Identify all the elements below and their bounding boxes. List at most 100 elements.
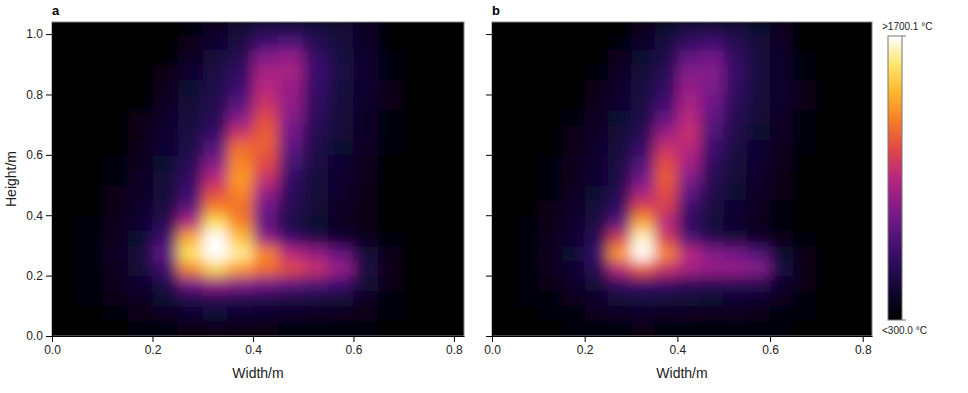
tick-mark [492,336,493,342]
heat-cell [631,291,655,307]
heat-cell [328,155,354,171]
heat-cell [353,125,379,141]
heat-cell [677,94,701,110]
heat-cell [379,22,405,35]
heat-cell [328,291,354,307]
heat-cell [353,215,379,231]
y-axis [486,23,493,337]
heat-cell [816,306,840,322]
heat-cell [701,34,725,50]
heat-cell [353,34,379,50]
tick: 0.6 [762,336,779,357]
heat-cell [77,230,103,246]
heat-cell [492,306,516,322]
heat-cell [701,140,725,156]
heat-cell [278,79,304,95]
heat-cell [353,64,379,80]
heat-cell [562,110,586,126]
heat-cell [228,64,254,80]
heat-cell [404,22,430,35]
heat-cell [228,261,254,277]
heat-cell [429,185,455,201]
heat-cell [863,215,872,231]
heat-cell [253,94,279,110]
heat-cell [52,276,78,292]
heat-cell [52,94,78,110]
heat-cell [562,306,586,322]
heat-cell [102,49,128,65]
heat-cell [253,79,279,95]
heat-cell [429,125,455,141]
heat-cell [816,79,840,95]
tick-label: 0.2 [577,343,594,357]
heat-cell [253,261,279,277]
heat-cell [677,261,701,277]
heat-cell [677,110,701,126]
heat-cell [654,276,678,292]
heat-cell [608,64,632,80]
heat-cell [379,155,405,171]
heat-cell [127,140,153,156]
heat-cell [404,185,430,201]
heat-cell [253,110,279,126]
heat-cell [701,170,725,186]
heat-cell [102,64,128,80]
heat-cell [253,291,279,307]
heat-cell [840,230,864,246]
heat-cell [429,110,455,126]
heat-cell [816,321,840,336]
heat-cell [631,79,655,95]
heat-cell [152,110,178,126]
heat-cell [770,245,794,261]
heat-cell [152,215,178,231]
heat-cell [585,306,609,322]
heat-cell [816,22,840,35]
heat-cell [152,22,178,35]
heat-cell [840,306,864,322]
heat-cell [793,49,817,65]
heat-cell [102,22,128,35]
heat-cell [654,49,678,65]
heat-cell [863,155,872,171]
heat-cell [353,291,379,307]
heat-cell [793,22,817,35]
heat-cell [840,185,864,201]
tick-mark [46,34,52,35]
heat-cell [863,321,872,336]
heat-cell [793,291,817,307]
plot-area [492,22,872,336]
heat-cell [77,94,103,110]
tick-label: 0.4 [26,209,43,223]
heat-cell [515,261,539,277]
heat-cell [492,200,516,216]
tick-label: 0.0 [26,329,43,343]
heat-cell [677,155,701,171]
heat-cell [278,125,304,141]
heat-cell [562,64,586,80]
heat-cell [178,170,204,186]
heat-cell [747,34,771,50]
heat-cell [178,94,204,110]
heat-cell [429,34,455,50]
heat-cell [152,170,178,186]
tick [486,155,492,156]
plot-background [492,22,872,336]
heat-cell [863,140,872,156]
heat-cell [203,321,229,336]
heat-cell [52,49,78,65]
heat-cell [102,321,128,336]
heat-cell [454,215,464,231]
heat-cell [353,79,379,95]
heat-cell [77,34,103,50]
heat-cell [492,291,516,307]
heat-cell [379,276,405,292]
heat-cell [701,230,725,246]
heat-cell [654,110,678,126]
heat-cell [793,94,817,110]
heat-cell [178,22,204,35]
heat-cell [404,64,430,80]
tick: 0.0 [44,336,61,357]
heat-cell [840,140,864,156]
heat-cell [515,230,539,246]
heat-cell [278,276,304,292]
